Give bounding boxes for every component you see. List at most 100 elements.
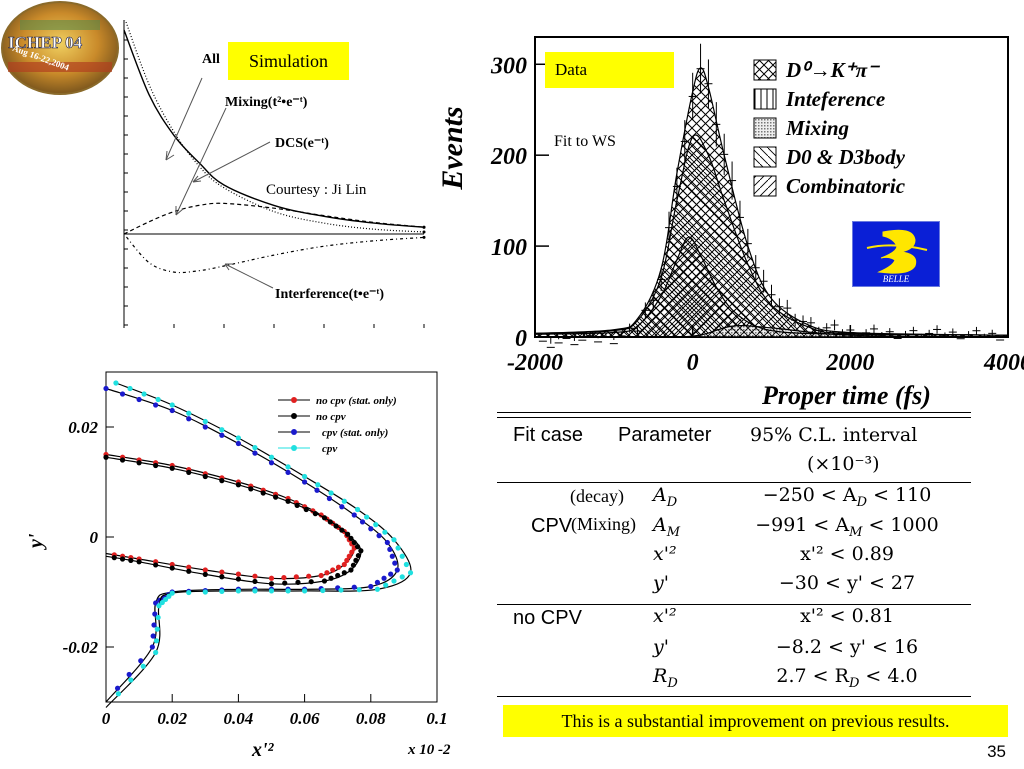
contour-marker-4 bbox=[128, 677, 134, 683]
fit-legend-swatch bbox=[753, 59, 777, 81]
contour-marker-2 bbox=[321, 578, 328, 584]
simulation-badge-text: Simulation bbox=[248, 51, 328, 71]
contour-marker-4 bbox=[186, 410, 192, 416]
contour-marker-1 bbox=[318, 572, 324, 579]
contour-legend-label: cpv bbox=[322, 443, 337, 455]
contour-marker-4 bbox=[391, 578, 397, 584]
contour-marker-2 bbox=[153, 562, 159, 568]
contour-marker-4 bbox=[235, 435, 241, 441]
courtesy-note: Courtesy : Ji Lin bbox=[266, 182, 367, 198]
table-interval: x'² < 0.81 bbox=[800, 605, 894, 627]
contour-marker-4 bbox=[399, 574, 405, 580]
contour-marker-4 bbox=[407, 570, 414, 576]
contour-marker-2 bbox=[312, 511, 318, 517]
contour-marker-4 bbox=[115, 691, 122, 697]
sim-series-end-3 bbox=[422, 230, 426, 234]
fit-legend-swatch bbox=[753, 175, 777, 197]
simulation-panel: All Mixing(t²•e⁻ᵗ) DCS(e⁻ᵗ) Interference… bbox=[118, 16, 428, 328]
contour-marker-3 bbox=[219, 432, 225, 438]
logo-name: ICHEP 04 bbox=[8, 33, 83, 52]
contour-marker-3 bbox=[186, 416, 192, 422]
fit-ticks: -20000200040000100200300 bbox=[490, 53, 1024, 376]
contour-marker-2 bbox=[321, 515, 328, 521]
contour-x-tick-label: 0.04 bbox=[224, 709, 254, 728]
table-param: y' bbox=[653, 572, 669, 594]
fit-legend-label: D⁰→K⁺π⁻ bbox=[785, 58, 880, 82]
fit-legend: D⁰→K⁺π⁻ Inteference Mixing D0 & D3body Combi… bbox=[753, 58, 906, 198]
header-interval: 95% C.L. interval bbox=[750, 424, 918, 446]
contour-legend-marker bbox=[291, 397, 297, 403]
contour-marker-4 bbox=[155, 396, 161, 403]
contour-marker-2 bbox=[235, 576, 241, 582]
contour-marker-4 bbox=[252, 445, 258, 451]
contour-marker-4 bbox=[202, 589, 208, 595]
sim-arrows bbox=[165, 77, 274, 289]
table-param: y' bbox=[653, 636, 669, 658]
contour-marker-2 bbox=[282, 580, 288, 586]
slide-number: 35 bbox=[987, 742, 1006, 761]
contour-marker-4 bbox=[153, 649, 159, 656]
arrow-interference-head bbox=[224, 263, 233, 271]
table-interval: x'² < 0.89 bbox=[800, 543, 894, 565]
fit-legend-label: Mixing bbox=[785, 116, 849, 140]
mixing-tag: (Mixing) bbox=[571, 514, 636, 534]
contour-marker-2 bbox=[169, 465, 175, 471]
contour-marker-3 bbox=[268, 460, 275, 466]
contour-marker-1 bbox=[335, 564, 342, 570]
table-top-rule bbox=[497, 412, 971, 413]
contour-marker-1 bbox=[252, 573, 258, 579]
data-fit-chart: -20000200040000100200300 Events Proper t… bbox=[436, 36, 1024, 410]
contour-marker-4 bbox=[399, 553, 405, 559]
data-badge: Data bbox=[545, 52, 674, 88]
contour-marker-3 bbox=[368, 526, 374, 532]
contour-marker-2 bbox=[235, 482, 241, 488]
contour-marker-2 bbox=[136, 460, 142, 466]
contour-marker-3 bbox=[136, 396, 142, 403]
table-param: RD bbox=[653, 665, 678, 691]
label-mixing: Mixing(t²•e⁻ᵗ) bbox=[225, 95, 308, 110]
label-all: All bbox=[202, 52, 220, 67]
sim-series-end-4 bbox=[422, 235, 426, 239]
fit-legend-swatch bbox=[753, 88, 777, 110]
contour-marker-3 bbox=[351, 584, 357, 590]
contour-marker-4 bbox=[302, 588, 308, 594]
contour-marker-3 bbox=[302, 479, 308, 485]
contour-marker-3 bbox=[326, 495, 333, 502]
contour-marker-1 bbox=[344, 557, 350, 563]
sim-curves bbox=[123, 16, 426, 274]
sim-series-1 bbox=[123, 29, 425, 228]
contour-line-1 bbox=[105, 453, 355, 580]
contour-marker-2 bbox=[350, 562, 357, 568]
contour-marker-4 bbox=[341, 498, 347, 504]
table-param: AM bbox=[653, 514, 681, 540]
fit-data-points bbox=[538, 43, 1005, 348]
contour-legend-label: cpv (stat. only) bbox=[322, 427, 388, 439]
contour-marker-4 bbox=[162, 596, 169, 603]
table-mid-rule bbox=[497, 604, 971, 605]
decay-tag: (decay) bbox=[570, 486, 624, 506]
contour-y-tick-label: 0 bbox=[90, 528, 99, 547]
contour-marker-3 bbox=[169, 407, 175, 414]
fit-note: Fit to WS bbox=[554, 133, 616, 150]
contour-y-label: y' bbox=[25, 533, 47, 550]
contour-marker-4 bbox=[155, 614, 161, 621]
contour-marker-2 bbox=[153, 462, 159, 469]
contour-marker-3 bbox=[202, 424, 208, 430]
fit-x-label: Proper time (fs) bbox=[761, 381, 931, 410]
contour-marker-4 bbox=[356, 587, 362, 593]
contour-marker-3 bbox=[149, 644, 155, 650]
contour-marker-2 bbox=[355, 552, 361, 559]
contour-marker-3 bbox=[152, 611, 158, 617]
contour-marker-2 bbox=[219, 478, 225, 484]
contour-marker-2 bbox=[328, 575, 334, 581]
contour-x-tick-label: 0.08 bbox=[356, 709, 386, 728]
contour-marker-2 bbox=[303, 506, 309, 513]
contour-legend-marker bbox=[291, 429, 297, 435]
contour-marker-2 bbox=[351, 539, 357, 546]
contour-marker-2 bbox=[358, 548, 364, 554]
contour-marker-2 bbox=[354, 544, 361, 550]
results-table: Fit case Parameter 95% C.L. interval (×1… bbox=[497, 412, 971, 700]
contour-marker-3 bbox=[368, 583, 374, 590]
contour-marker-2 bbox=[285, 498, 291, 504]
contour-marker-4 bbox=[202, 418, 208, 425]
